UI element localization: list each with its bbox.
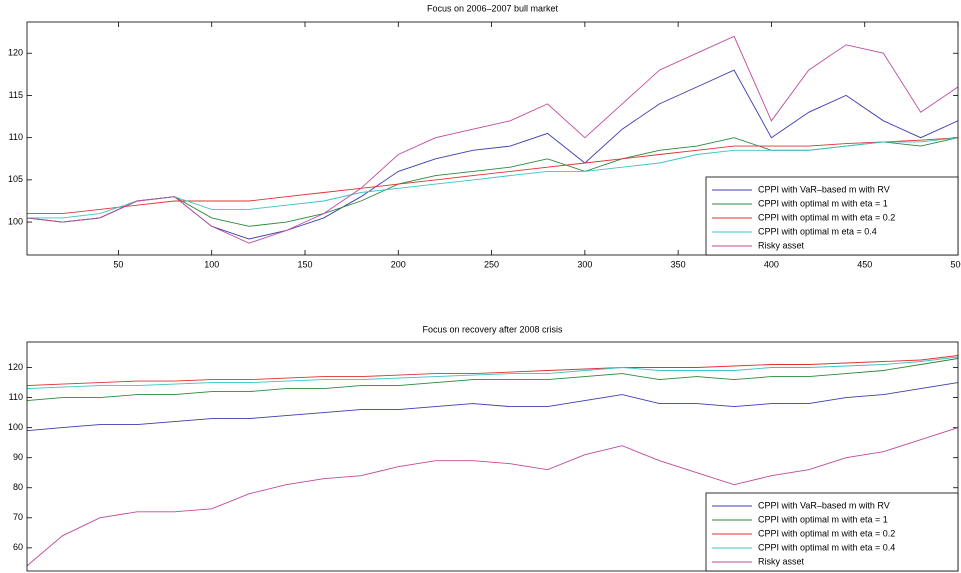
x-tick-label: 400 [764, 259, 779, 269]
x-tick-label: 500 [950, 259, 961, 269]
y-tick-label: 90 [13, 452, 23, 462]
plot-frame [26, 21, 959, 256]
series-line [27, 356, 958, 390]
series-line [27, 355, 958, 387]
y-tick-label: 120 [8, 362, 23, 372]
series-line [27, 382, 958, 432]
legend-label: CPPI with optimal m with eta = 0.2 [758, 528, 895, 538]
x-tick-label: 150 [297, 259, 312, 269]
chart-title: Focus on recovery after 2008 crisis [422, 324, 563, 334]
legend-label: CPPI with optimal m with eta = 1 [758, 198, 888, 208]
y-tick-label: 70 [13, 512, 23, 522]
x-tick-label: 250 [484, 259, 499, 269]
x-tick-label: 450 [857, 259, 872, 269]
y-tick-label: 80 [13, 482, 23, 492]
chart-title: Focus on 2006–2007 bull market [427, 3, 559, 13]
legend-label: Risky asset [758, 240, 805, 250]
y-tick-label: 60 [13, 542, 23, 552]
y-tick-label: 105 [8, 174, 23, 184]
legend-label: CPPI with optimal m with eta = 0.2 [758, 212, 895, 222]
legend-label: CPPI with optimal m eta = 0.4 [758, 226, 877, 236]
legend-label: CPPI with VaR–based m with RV [758, 184, 890, 194]
x-tick-label: 50 [113, 259, 123, 269]
y-tick-label: 120 [8, 48, 23, 58]
x-tick-label: 350 [671, 259, 686, 269]
legend-label: CPPI with optimal m with eta = 1 [758, 514, 888, 524]
series-line [27, 358, 958, 402]
legend-label: CPPI with VaR–based m with RV [758, 500, 890, 510]
plot-frame [26, 341, 959, 572]
series-line [27, 137, 958, 219]
y-tick-label: 100 [8, 422, 23, 432]
x-tick-label: 200 [391, 259, 406, 269]
series-line [27, 35, 958, 244]
y-tick-label: 110 [9, 392, 23, 402]
x-tick-label: 300 [577, 259, 592, 269]
legend-label: Risky asset [758, 556, 805, 566]
series-line [27, 427, 958, 567]
series-line [27, 137, 958, 215]
y-tick-label: 110 [9, 132, 23, 142]
x-tick-label: 100 [204, 259, 219, 269]
legend-label: CPPI with optimal m with eta = 0.4 [758, 542, 895, 552]
y-tick-label: 100 [8, 216, 23, 226]
y-tick-label: 115 [9, 90, 23, 100]
